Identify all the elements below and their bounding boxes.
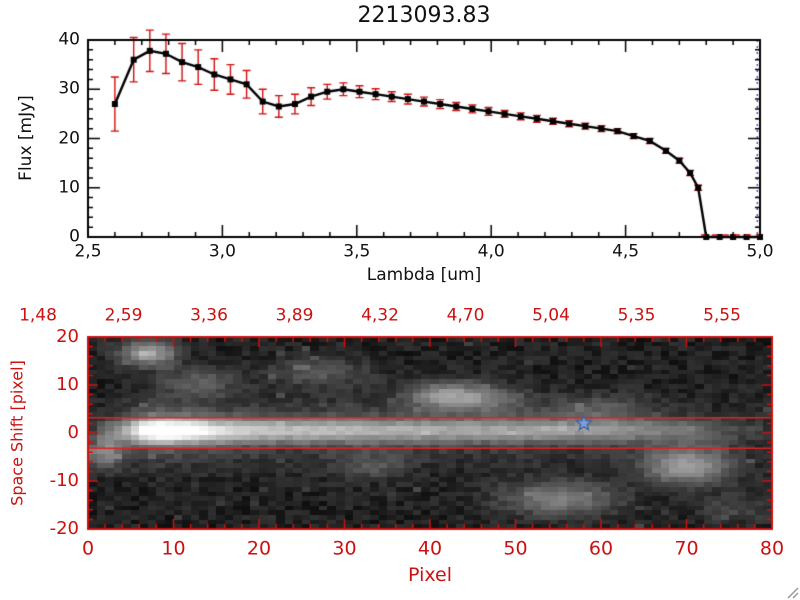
shift-tick-label: 20 [56,326,79,347]
wavelength-top-tick-label: 4,70 [446,305,485,326]
wavelength-top-tick-label: 1,48 [19,305,57,326]
pixel-tick-label: 70 [674,537,699,560]
pixel-axis-label: Pixel [408,564,452,586]
lambda-tick-label: 3,5 [343,241,371,262]
lambda-tick-label: 3,0 [208,241,236,262]
flux-tick-label: 20 [58,128,80,148]
shift-tick-label: -10 [49,470,79,491]
space-shift-axis-label: Space Shift [pixel] [7,360,27,506]
lambda-tick-label: 5,0 [746,241,774,262]
flux-tick-label: 30 [58,78,80,99]
wavelength-top-tick-label: 5,04 [532,305,570,326]
flux-axis-label: Flux [mJy] [16,95,36,181]
flux-tick-label: 10 [58,177,80,198]
pixel-tick-label: 20 [246,537,272,560]
flux-tick-label: 0 [69,226,80,247]
wavelength-top-tick-label: 3,89 [275,305,314,326]
shift-tick-label: 10 [56,374,79,395]
lambda-axis-label: Lambda [um] [366,265,482,285]
flux-tick-label: 40 [58,29,80,50]
lambda-tick-label: 2,5 [74,241,102,262]
plot-title: 2213093.83 [357,3,491,28]
wavelength-top-tick-label: 2,59 [104,305,143,326]
shift-tick-label: 0 [67,422,79,443]
resize-grip-icon[interactable] [785,585,799,599]
spectrogram-plot-canvas[interactable] [0,300,800,600]
pixel-tick-label: 50 [503,537,528,560]
lambda-tick-label: 4,5 [612,241,640,262]
spectrum-plot-canvas[interactable] [0,0,800,300]
pixel-tick-label: 60 [588,537,614,560]
lambda-tick-label: 4,0 [477,241,505,262]
wavelength-top-tick-label: 5,35 [617,305,656,326]
pixel-tick-label: 80 [759,537,785,560]
wavelength-top-tick-label: 4,32 [361,305,399,326]
wavelength-top-tick-label: 3,36 [190,305,228,326]
pixel-tick-label: 10 [161,537,186,560]
pixel-tick-label: 0 [81,537,95,560]
pixel-tick-label: 40 [417,537,443,560]
wavelength-top-tick-label: 5,55 [703,305,741,326]
pixel-tick-label: 30 [332,537,357,560]
shift-tick-label: -20 [49,518,79,539]
